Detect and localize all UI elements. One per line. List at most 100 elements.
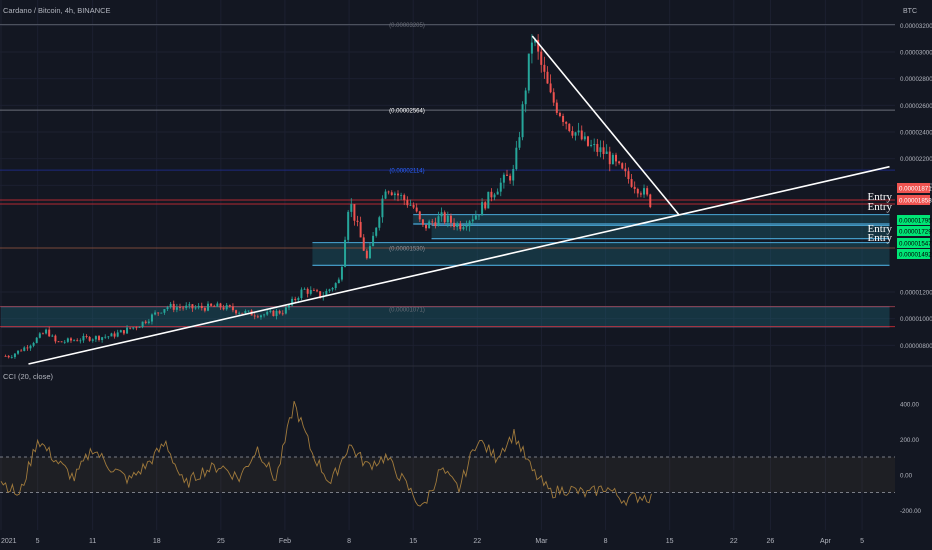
candle-body bbox=[618, 161, 621, 164]
candle-body bbox=[456, 223, 459, 227]
candle-body bbox=[138, 326, 141, 328]
candles bbox=[4, 34, 652, 359]
fib-level-label: (0.00001530) bbox=[389, 247, 425, 253]
cci-tick-label: 200.00 bbox=[900, 437, 919, 444]
candle-body bbox=[546, 71, 549, 84]
candle-body bbox=[350, 204, 353, 212]
candle-body bbox=[580, 130, 583, 140]
candle-body bbox=[608, 151, 611, 165]
fib-level-label: (0.00002114) bbox=[389, 169, 424, 175]
candle-body bbox=[166, 307, 169, 310]
candle-body bbox=[203, 307, 206, 311]
candle-body bbox=[474, 215, 477, 220]
candle-body bbox=[496, 191, 499, 195]
candle-body bbox=[284, 307, 287, 314]
candle-body bbox=[515, 147, 518, 170]
price-tag bbox=[897, 249, 930, 259]
candle-body bbox=[48, 329, 51, 337]
candle-body bbox=[38, 333, 41, 338]
candle-body bbox=[160, 312, 163, 314]
candle-body bbox=[602, 147, 605, 155]
candle-body bbox=[449, 215, 452, 223]
price-axis[interactable]: 0.00003200 0.00003000 0.00002800 0.00002600… bbox=[897, 23, 932, 350]
time-tick-label: 26 bbox=[767, 538, 775, 545]
symbol-title: Cardano / Bitcoin, 4h, BINANCE bbox=[3, 6, 111, 15]
time-tick-label: Feb bbox=[279, 538, 291, 545]
candle-body bbox=[527, 53, 530, 91]
candle-body bbox=[182, 307, 185, 309]
candle-body bbox=[558, 112, 561, 116]
candle-body bbox=[611, 154, 614, 165]
candle-body bbox=[437, 216, 440, 227]
candle-body bbox=[144, 321, 147, 323]
candle-body bbox=[259, 315, 262, 318]
candle-body bbox=[197, 305, 200, 308]
time-axis[interactable]: 2021 5 11 18 25 Feb 8 15 22 Mar 8 15 22 26 Apr 5 bbox=[1, 538, 864, 545]
candle-body bbox=[530, 42, 533, 54]
candle-body bbox=[188, 304, 191, 306]
price-tag-label: 0.00001795 bbox=[899, 217, 932, 224]
candle-body bbox=[453, 222, 456, 227]
candle-body bbox=[54, 335, 57, 342]
candle-body bbox=[590, 144, 593, 146]
candle-body bbox=[82, 336, 85, 341]
candle-body bbox=[593, 143, 596, 145]
fib-level-label: (0.00002564) bbox=[389, 109, 425, 115]
cci-axis[interactable]: 400.00 200.00 0.00 -200.00 bbox=[900, 401, 922, 515]
cci-tick-label: 400.00 bbox=[900, 401, 919, 408]
candle-body bbox=[477, 215, 480, 217]
candle-body bbox=[272, 310, 275, 317]
candle-body bbox=[154, 312, 157, 315]
candle-body bbox=[471, 219, 474, 222]
candle-body bbox=[537, 39, 540, 52]
candle-body bbox=[347, 211, 350, 240]
trendline bbox=[28, 165, 890, 365]
fib-level-label: (0.00003205) bbox=[389, 23, 425, 29]
candle-body bbox=[122, 330, 125, 334]
candle-body bbox=[256, 316, 259, 318]
candle-body bbox=[440, 212, 443, 217]
candle-body bbox=[484, 202, 487, 209]
candle-body bbox=[278, 310, 281, 314]
candle-body bbox=[172, 303, 175, 310]
candle-body bbox=[378, 217, 381, 228]
candle-body bbox=[29, 345, 32, 349]
candle-body bbox=[328, 289, 331, 291]
candle-body bbox=[281, 313, 284, 315]
candle-body bbox=[116, 332, 119, 337]
candle-body bbox=[235, 310, 238, 314]
candle-body bbox=[4, 356, 7, 357]
candle-body bbox=[110, 333, 113, 337]
candle-body bbox=[7, 356, 10, 358]
candle-body bbox=[462, 227, 465, 230]
candle-body bbox=[331, 287, 334, 290]
candle-body bbox=[104, 336, 107, 338]
candle-body bbox=[409, 205, 412, 206]
candle-body bbox=[509, 175, 512, 181]
price-tick-label: 0.00002600 bbox=[900, 103, 932, 110]
candle-body bbox=[20, 350, 23, 352]
candle-body bbox=[210, 303, 213, 306]
entry-label: Entry bbox=[868, 191, 893, 203]
candle-body bbox=[17, 350, 20, 354]
price-tag-label: 0.00001547 bbox=[899, 240, 932, 247]
candle-body bbox=[76, 340, 79, 342]
candle-body bbox=[216, 303, 219, 307]
candle-body bbox=[85, 336, 88, 337]
candle-body bbox=[583, 136, 586, 140]
candle-body bbox=[502, 174, 505, 183]
price-tag-label: 0.00001858 bbox=[899, 197, 932, 204]
horizontal-levels bbox=[0, 24, 895, 328]
candle-body bbox=[390, 192, 393, 196]
candle-body bbox=[23, 347, 26, 351]
candle-body bbox=[294, 298, 297, 300]
candle-body bbox=[275, 310, 278, 317]
candle-body bbox=[446, 215, 449, 223]
candle-body bbox=[415, 207, 418, 212]
price-tag bbox=[897, 195, 930, 205]
candle-body bbox=[630, 179, 633, 187]
candle-body bbox=[129, 327, 132, 329]
